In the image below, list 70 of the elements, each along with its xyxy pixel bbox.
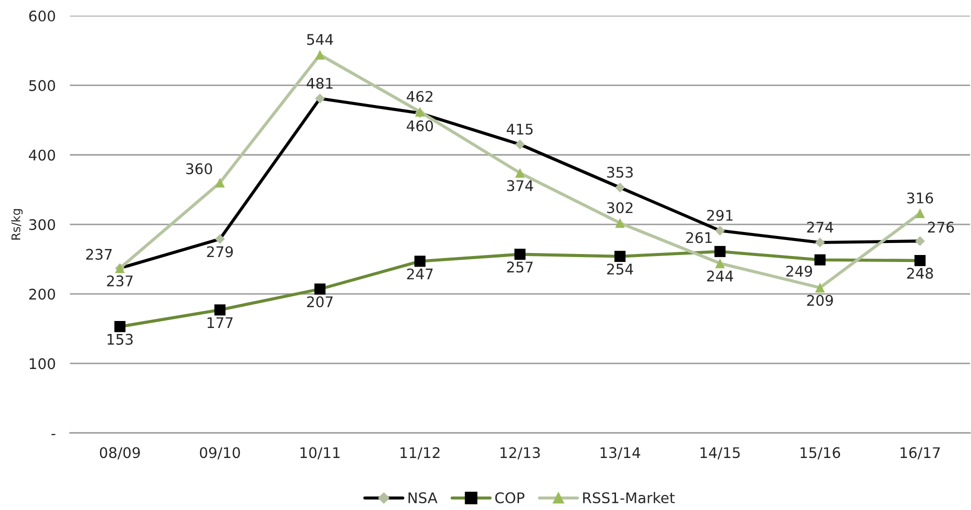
point <box>515 140 525 150</box>
data-label: 244 <box>707 270 734 282</box>
point <box>914 255 926 266</box>
data-label: 247 <box>407 268 433 280</box>
point <box>715 226 725 236</box>
x-tick-label: 14/15 <box>700 447 740 460</box>
y-tick-label: 100 <box>30 358 56 370</box>
data-label: 291 <box>707 210 733 221</box>
point <box>815 282 825 293</box>
data-label: 279 <box>207 246 233 258</box>
data-label: 360 <box>186 163 212 174</box>
data-label: 415 <box>506 124 533 135</box>
data-label: 237 <box>86 248 112 260</box>
data-label: 261 <box>686 232 712 244</box>
point <box>414 256 426 267</box>
x-tick-label: 13/14 <box>600 447 640 460</box>
y-tick-label: 300 <box>29 219 56 230</box>
data-label: 316 <box>907 192 934 204</box>
point <box>315 94 325 104</box>
data-label: 257 <box>507 262 533 273</box>
legend-label: RSS1-Market <box>583 492 675 504</box>
point <box>215 234 225 244</box>
point <box>814 254 826 266</box>
legend-label: COP <box>495 492 524 504</box>
point <box>615 218 625 228</box>
x-tick-label: 10/11 <box>300 447 340 460</box>
x-tick-label: 11/12 <box>400 447 440 460</box>
x-tick-label: 15/16 <box>800 447 840 460</box>
y-tick-label: 200 <box>29 288 56 300</box>
x-tick-label: 12/13 <box>500 447 540 460</box>
y-tick-label: - <box>51 434 56 436</box>
data-label: 209 <box>807 294 833 306</box>
data-label: 544 <box>307 34 334 45</box>
data-label: 254 <box>607 264 634 275</box>
point <box>514 248 526 260</box>
data-label: 248 <box>907 268 933 279</box>
data-label: 481 <box>306 78 333 89</box>
y-tick-label: 600 <box>29 10 56 22</box>
point <box>615 182 625 192</box>
point <box>315 50 325 60</box>
data-label: 274 <box>807 222 834 232</box>
y-tick-label: 400 <box>28 150 56 161</box>
data-label: 302 <box>607 202 632 214</box>
point <box>815 238 825 248</box>
x-tick-label: 09/10 <box>200 447 240 460</box>
x-tick-label: 08/09 <box>100 447 140 460</box>
data-label: 153 <box>108 334 133 345</box>
data-label: 249 <box>786 266 812 277</box>
point <box>114 321 126 332</box>
point <box>915 208 925 218</box>
data-label: 462 <box>406 90 432 102</box>
legend-label: NSA <box>408 492 438 504</box>
data-label: 276 <box>928 222 954 233</box>
data-label: 207 <box>307 296 333 308</box>
point <box>915 236 925 246</box>
x-tick-label: 16/17 <box>900 447 940 460</box>
y-axis-title: Rs/kg <box>11 209 23 240</box>
data-label: 374 <box>507 180 534 192</box>
y-tick-label: 500 <box>29 80 56 92</box>
point <box>714 246 726 258</box>
point <box>215 178 225 188</box>
data-label: 353 <box>607 166 633 178</box>
point <box>715 258 725 268</box>
data-label: 177 <box>208 317 233 328</box>
point <box>515 168 525 178</box>
point <box>614 250 626 262</box>
point <box>214 304 226 316</box>
data-label: 460 <box>406 120 433 132</box>
data-label: 237 <box>107 275 133 286</box>
point <box>314 284 326 295</box>
